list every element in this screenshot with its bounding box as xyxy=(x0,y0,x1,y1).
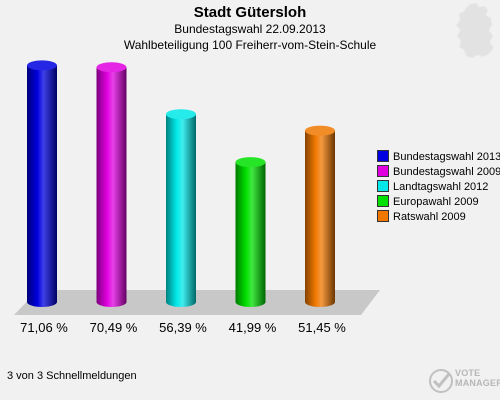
legend-swatch-3 xyxy=(377,180,389,192)
legend-swatch-4 xyxy=(377,195,389,207)
legend-label-1: Bundestagswahl 2013 xyxy=(393,151,500,163)
bar-body-2 xyxy=(96,67,127,302)
legend-item-4: Europawahl 2009 xyxy=(377,195,500,210)
logo-text: VOTE MANAGER xyxy=(455,368,500,388)
legend-item-3: Landtagswahl 2012 xyxy=(377,180,500,195)
bar-cap-1 xyxy=(27,60,57,71)
bar-2 xyxy=(96,62,127,307)
legend-label-5: Ratswahl 2009 xyxy=(393,211,466,223)
bar-5 xyxy=(305,125,335,307)
value-label-5: 51,45 % xyxy=(298,320,346,335)
legend-swatch-5 xyxy=(377,210,389,222)
value-label-3: 56,39 % xyxy=(159,320,207,335)
legend-item-5: Ratswahl 2009 xyxy=(377,210,500,225)
legend-label-4: Europawahl 2009 xyxy=(393,196,479,208)
bar-body-1 xyxy=(27,65,57,302)
bar-body-5 xyxy=(305,130,335,302)
value-label-1: 71,06 % xyxy=(20,320,68,335)
legend-label-2: Bundestagswahl 2009 xyxy=(393,166,500,178)
logo-line-1: VOTE xyxy=(455,368,481,378)
legend-item-1: Bundestagswahl 2013 xyxy=(377,150,500,165)
bar-1 xyxy=(27,60,57,307)
bar-cap-5 xyxy=(305,125,335,136)
bar-body-4 xyxy=(235,162,266,302)
bar-body-3 xyxy=(166,114,196,302)
bar-cap-3 xyxy=(166,109,196,120)
germany-map-icon xyxy=(455,2,495,59)
legend-swatch-2 xyxy=(377,165,389,177)
vote-manager-logo xyxy=(429,369,453,393)
bar-4 xyxy=(235,157,266,307)
page-subtitle-2: Wahlbeteiligung 100 Freiherr-vom-Stein-S… xyxy=(123,38,377,52)
bar-cap-2 xyxy=(96,62,127,73)
page-subtitle: Bundestagswahl 22.09.2013 xyxy=(174,22,326,36)
bar-3 xyxy=(166,109,196,307)
legend: Bundestagswahl 2013 Bundestagswahl 2009 La… xyxy=(377,150,500,225)
logo-line-2: MANAGER xyxy=(455,378,500,388)
value-label-4: 41,99 % xyxy=(229,320,277,335)
legend-label-3: Landtagswahl 2012 xyxy=(393,181,489,193)
legend-item-2: Bundestagswahl 2009 xyxy=(377,165,500,180)
page-title: Stadt Gütersloh xyxy=(193,4,307,21)
bar-cap-4 xyxy=(235,157,266,168)
value-label-2: 70,49 % xyxy=(90,320,138,335)
legend-swatch-1 xyxy=(377,150,389,162)
footer-note: 3 von 3 Schnellmeldungen xyxy=(7,370,137,382)
